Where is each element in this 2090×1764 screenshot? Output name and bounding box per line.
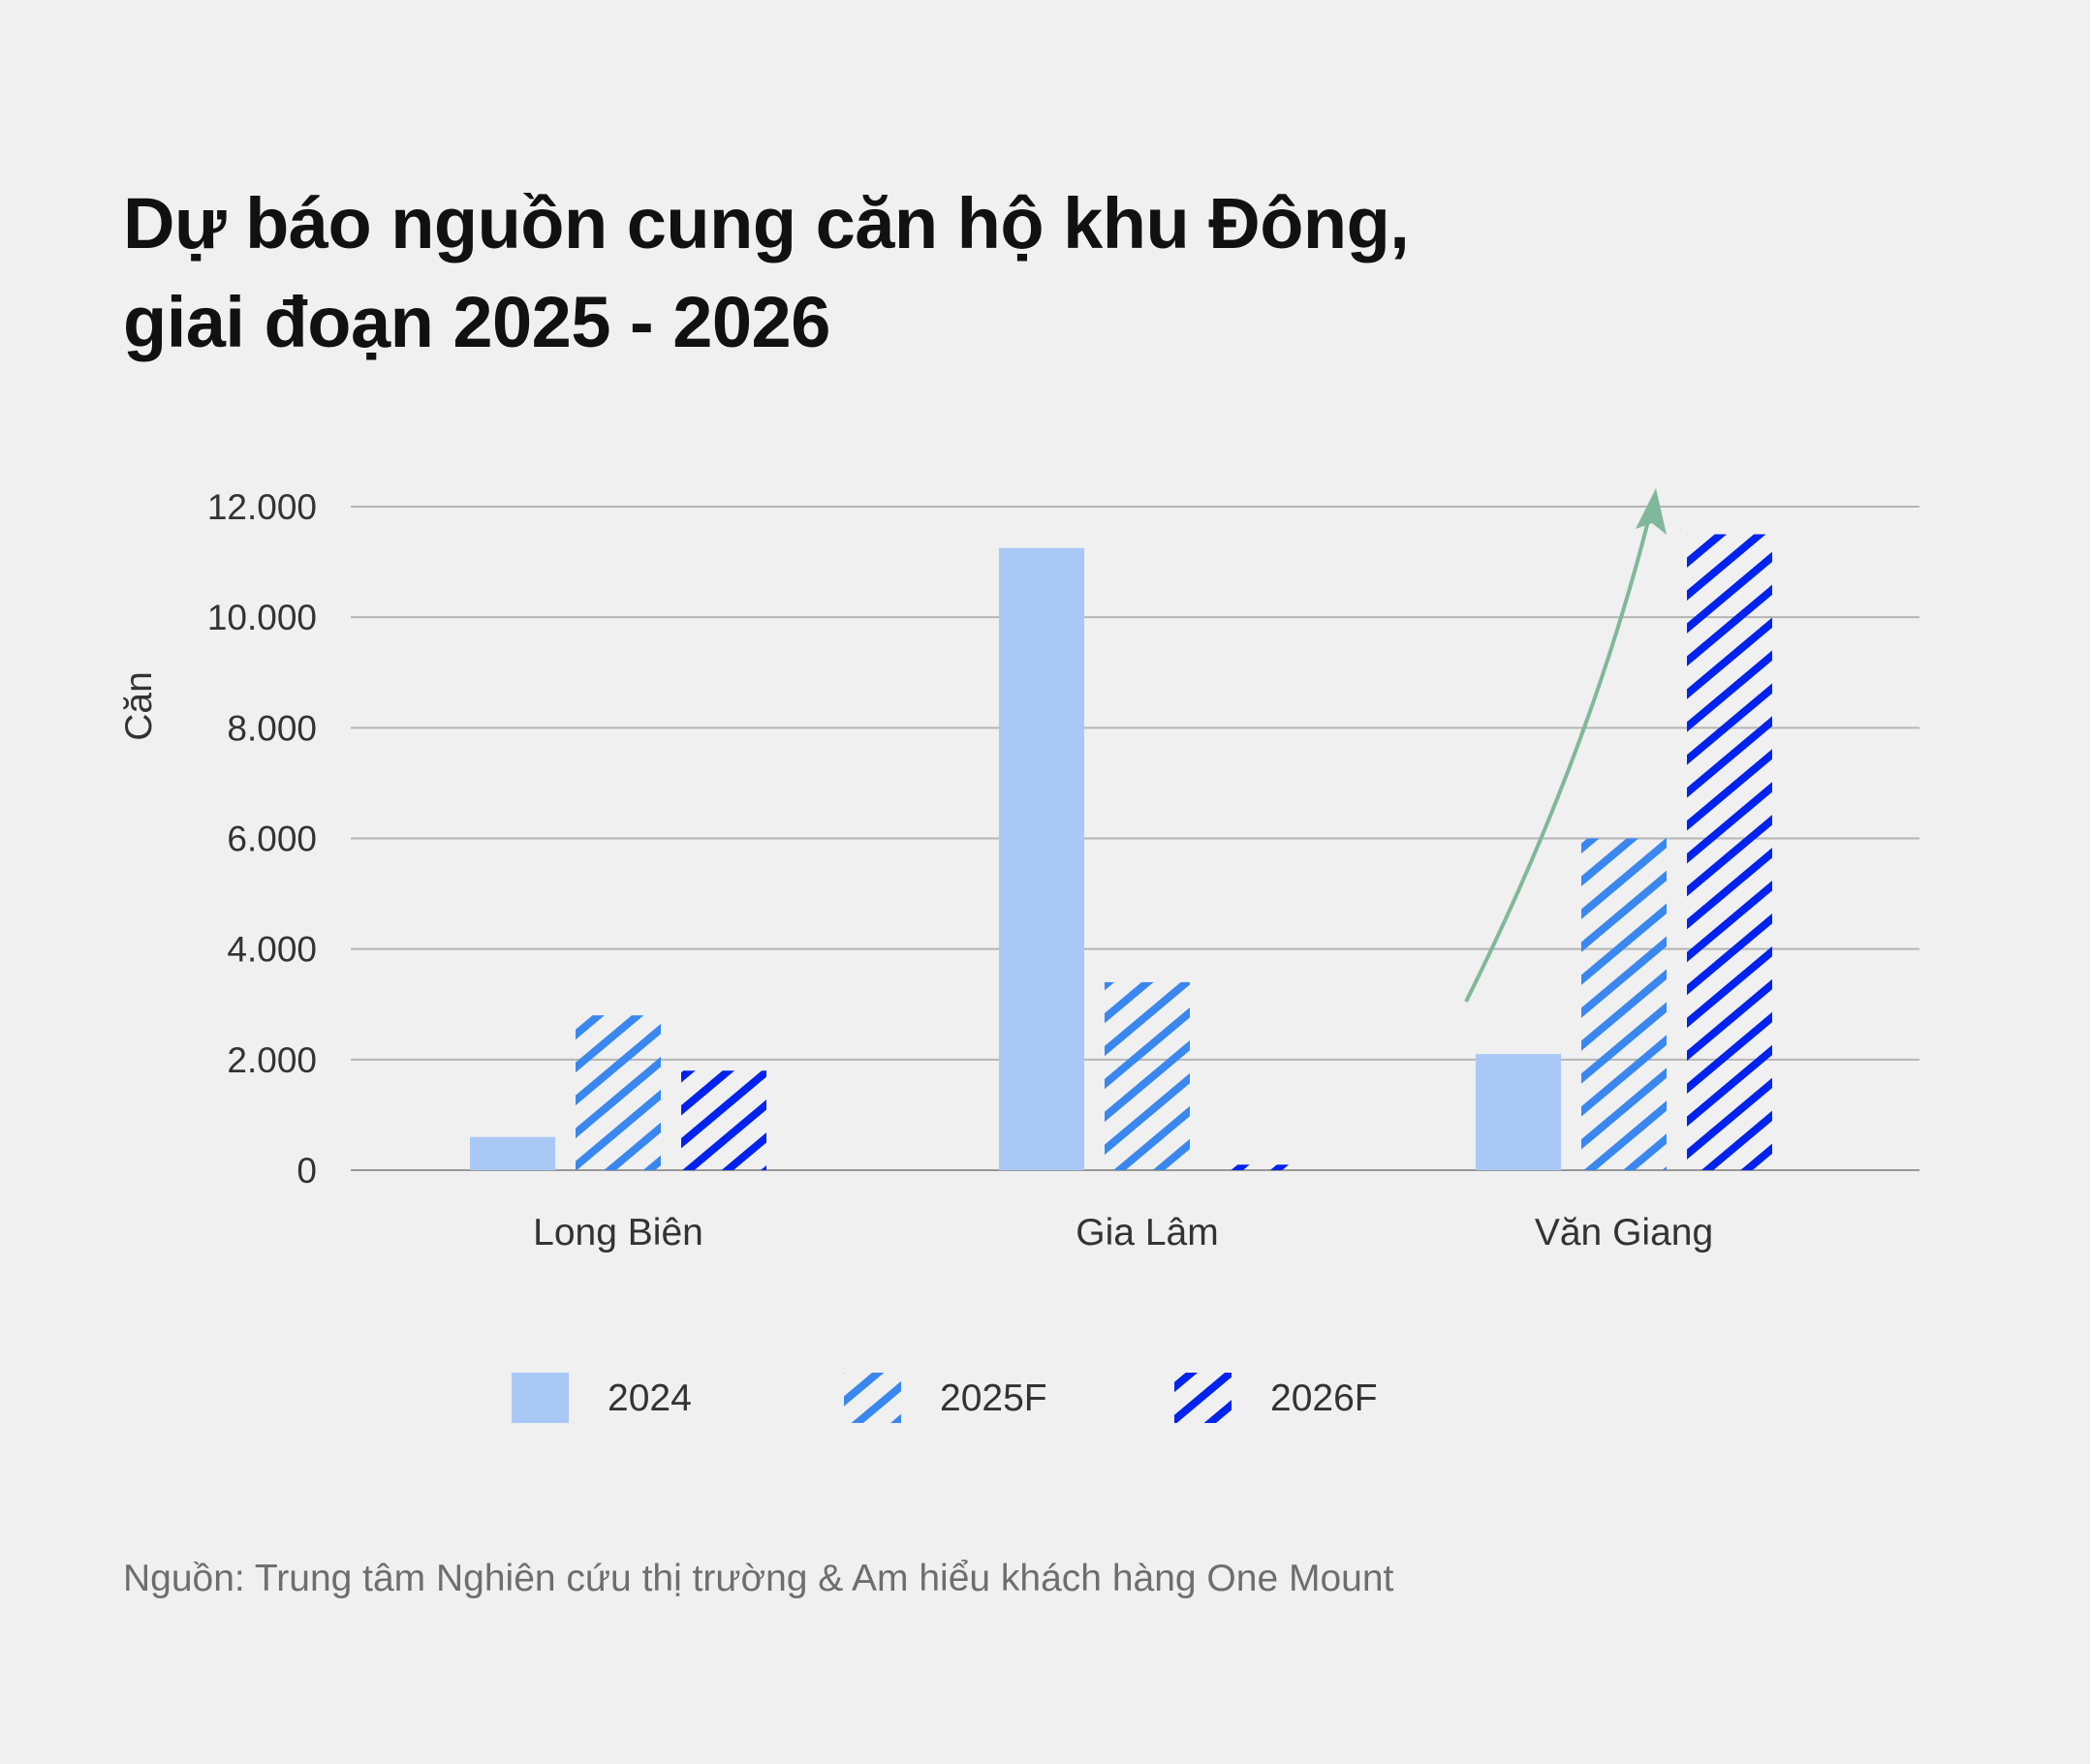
legend-swatch-2026f (1174, 1373, 1232, 1423)
legend-label: 2024 (608, 1377, 692, 1419)
legend: 2024 2025F 2026F (512, 1373, 1378, 1423)
legend-swatch-2025f (844, 1373, 901, 1423)
y-tick-label: 12.000 (207, 487, 317, 527)
y-axis-ticks: 0 2.000 4.000 6.000 8.000 10.000 12.000 (207, 487, 317, 1191)
y-tick-label: 6.000 (227, 820, 317, 859)
bar-2025f-2 (1581, 838, 1667, 1170)
title-line-2: giai đoạn 2025 - 2026 (123, 282, 830, 362)
y-axis-label: Căn (118, 671, 160, 741)
source-note: Nguồn: Trung tâm Nghiên cứu thị trường &… (123, 1558, 1394, 1599)
chart-title: Dự báo nguồn cung căn hộ khu Đông, giai … (123, 174, 1410, 372)
bars (470, 534, 1772, 1170)
y-tick-label: 0 (296, 1151, 317, 1191)
bar-2024-1 (999, 547, 1084, 1170)
y-tick-label: 2.000 (227, 1040, 317, 1080)
legend-label: 2025F (940, 1377, 1047, 1419)
y-tick-label: 10.000 (207, 598, 317, 637)
bar-2024-2 (1476, 1054, 1561, 1170)
x-category-label: Văn Giang (1535, 1212, 1713, 1253)
y-tick-label: 4.000 (227, 930, 317, 970)
bar-2024-0 (470, 1136, 555, 1170)
y-tick-label: 8.000 (227, 708, 317, 748)
legend-swatch-2024 (512, 1373, 569, 1423)
bar-2025f-0 (576, 1015, 661, 1170)
growth-arrow-head (1636, 488, 1667, 535)
bar-2026f-1 (1210, 1164, 1295, 1170)
bar-2025f-1 (1105, 981, 1190, 1170)
legend-label: 2026F (1270, 1377, 1378, 1419)
x-category-label: Long Biên (533, 1212, 703, 1253)
growth-arrow (1464, 512, 1652, 1003)
title-line-1: Dự báo nguồn cung căn hộ khu Đông, (123, 183, 1410, 263)
bar-2026f-2 (1687, 534, 1772, 1170)
bar-2026f-0 (681, 1070, 766, 1170)
x-category-label: Gia Lâm (1076, 1212, 1218, 1253)
x-axis-categories: Long Biên Gia Lâm Văn Giang (533, 1212, 1713, 1253)
